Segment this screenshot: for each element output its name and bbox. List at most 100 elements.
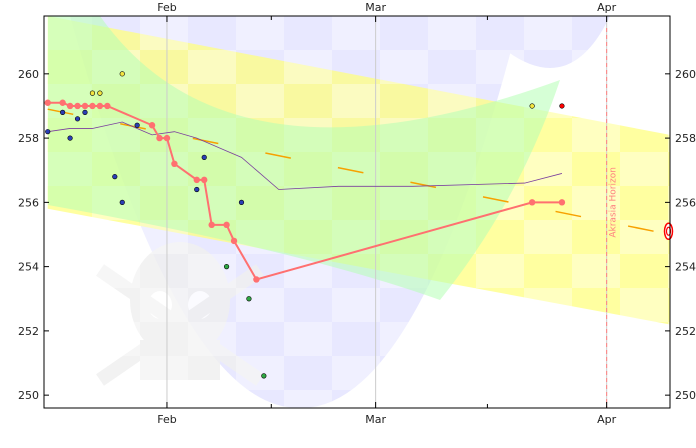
x-tick-label: Feb [157,413,176,426]
checker-cell [332,288,380,322]
road-dashes [47,108,671,236]
checker-cell [620,356,668,390]
checker-cell [236,84,284,118]
checker-cell [476,322,524,356]
checker-cell [524,356,572,390]
scatter-point [223,264,230,270]
datapoint-marker [171,160,178,168]
checker-cell [476,254,524,288]
scatter-point [119,199,125,205]
checker-cell [524,220,572,254]
checker-cell [476,50,524,84]
datapoint-marker [528,199,536,206]
checker-cell [44,356,92,390]
checker-cell [572,186,620,220]
x-tick-label: Feb [157,1,176,14]
scatter-point [246,296,252,302]
scatter-point [89,90,96,96]
checker-cell [140,288,188,322]
datapoint-marker [223,221,230,229]
checker-cell [668,186,696,220]
checker-cell [620,84,668,118]
target-inner-ring [665,226,672,236]
scatter-point [529,103,535,109]
plot-area: Akrasia Horizon [44,16,696,424]
checker-cell [236,16,284,50]
y-tick-label: 250 [18,389,39,402]
skull-head [130,242,230,358]
checker-cell [524,288,572,322]
datapoint-marker [253,276,260,283]
checker-cell [332,84,380,118]
datapoint-marker [208,221,215,229]
checker-cell [332,16,380,50]
scatter-point [238,199,245,205]
scatter-point [194,186,200,193]
road-line [47,108,671,236]
road-bands [44,16,696,424]
datapoint-marker [59,99,66,106]
datapoint-marker [201,176,208,184]
datapoint-series [44,99,566,283]
y-tick-label: 256 [675,196,696,209]
scatter-point [60,109,66,115]
scatter-point [112,174,118,180]
scatter-point [74,116,81,122]
checker-cell [236,356,284,390]
scatter-point [201,154,207,160]
datapoint-marker [148,122,156,129]
scatter-point [97,90,103,96]
datapoint-marker [74,102,81,110]
checker-cell [188,390,236,424]
datapoint-marker [163,134,171,142]
datapoint-marker [193,176,200,184]
checker-cell [668,254,696,288]
checker-cell [140,356,188,390]
y-tick-label: 260 [18,68,39,81]
y-tick-label: 260 [675,68,696,81]
scatter-point [82,109,88,115]
checker-cell [284,322,332,356]
datapoint-marker [81,102,89,110]
green-band [48,16,560,300]
checker-cell [524,16,572,50]
datapoint-marker [558,199,566,206]
horizon-label: Akrasia Horizon [609,167,619,238]
y-tick-label: 254 [18,261,39,274]
goal-target-marker [663,222,674,241]
checker-cell [188,322,236,356]
x-tick-label: Apr [597,413,617,426]
checker-cell [380,390,428,424]
checker-cell [92,322,140,356]
checker-cell [188,50,236,84]
plot-frame [43,15,671,409]
checker-cell [284,390,332,424]
checker-cell [668,390,696,424]
axes: 250 250 252 252 254 254 256 256 258 258 260 260 Feb F… [18,1,696,426]
scatter-point [134,122,140,128]
y-tick-label: 258 [675,132,696,145]
checker-cell [140,16,188,50]
checker-cell [668,50,696,84]
scatter-point [45,129,51,135]
checker-cell [236,288,284,322]
datapoint-marker [96,102,104,110]
checker-cell [188,254,236,288]
checker-cell [92,390,140,424]
x-tick-label: Apr [597,1,617,14]
checker-cell [92,254,140,288]
akrasia-horizon: Akrasia Horizon [606,28,619,408]
checker-cell [572,390,620,424]
checker-cell [572,254,620,288]
checker-cell [572,118,620,152]
checker-cell [380,50,428,84]
checker-cell [476,390,524,424]
scatter-point [261,373,267,379]
checker-cell [380,322,428,356]
x-tick-label: Mar [365,1,386,14]
target-outer-ring [663,222,674,241]
checker-cell [284,50,332,84]
datapoint-marker [230,237,238,245]
scatter-point [559,103,565,109]
